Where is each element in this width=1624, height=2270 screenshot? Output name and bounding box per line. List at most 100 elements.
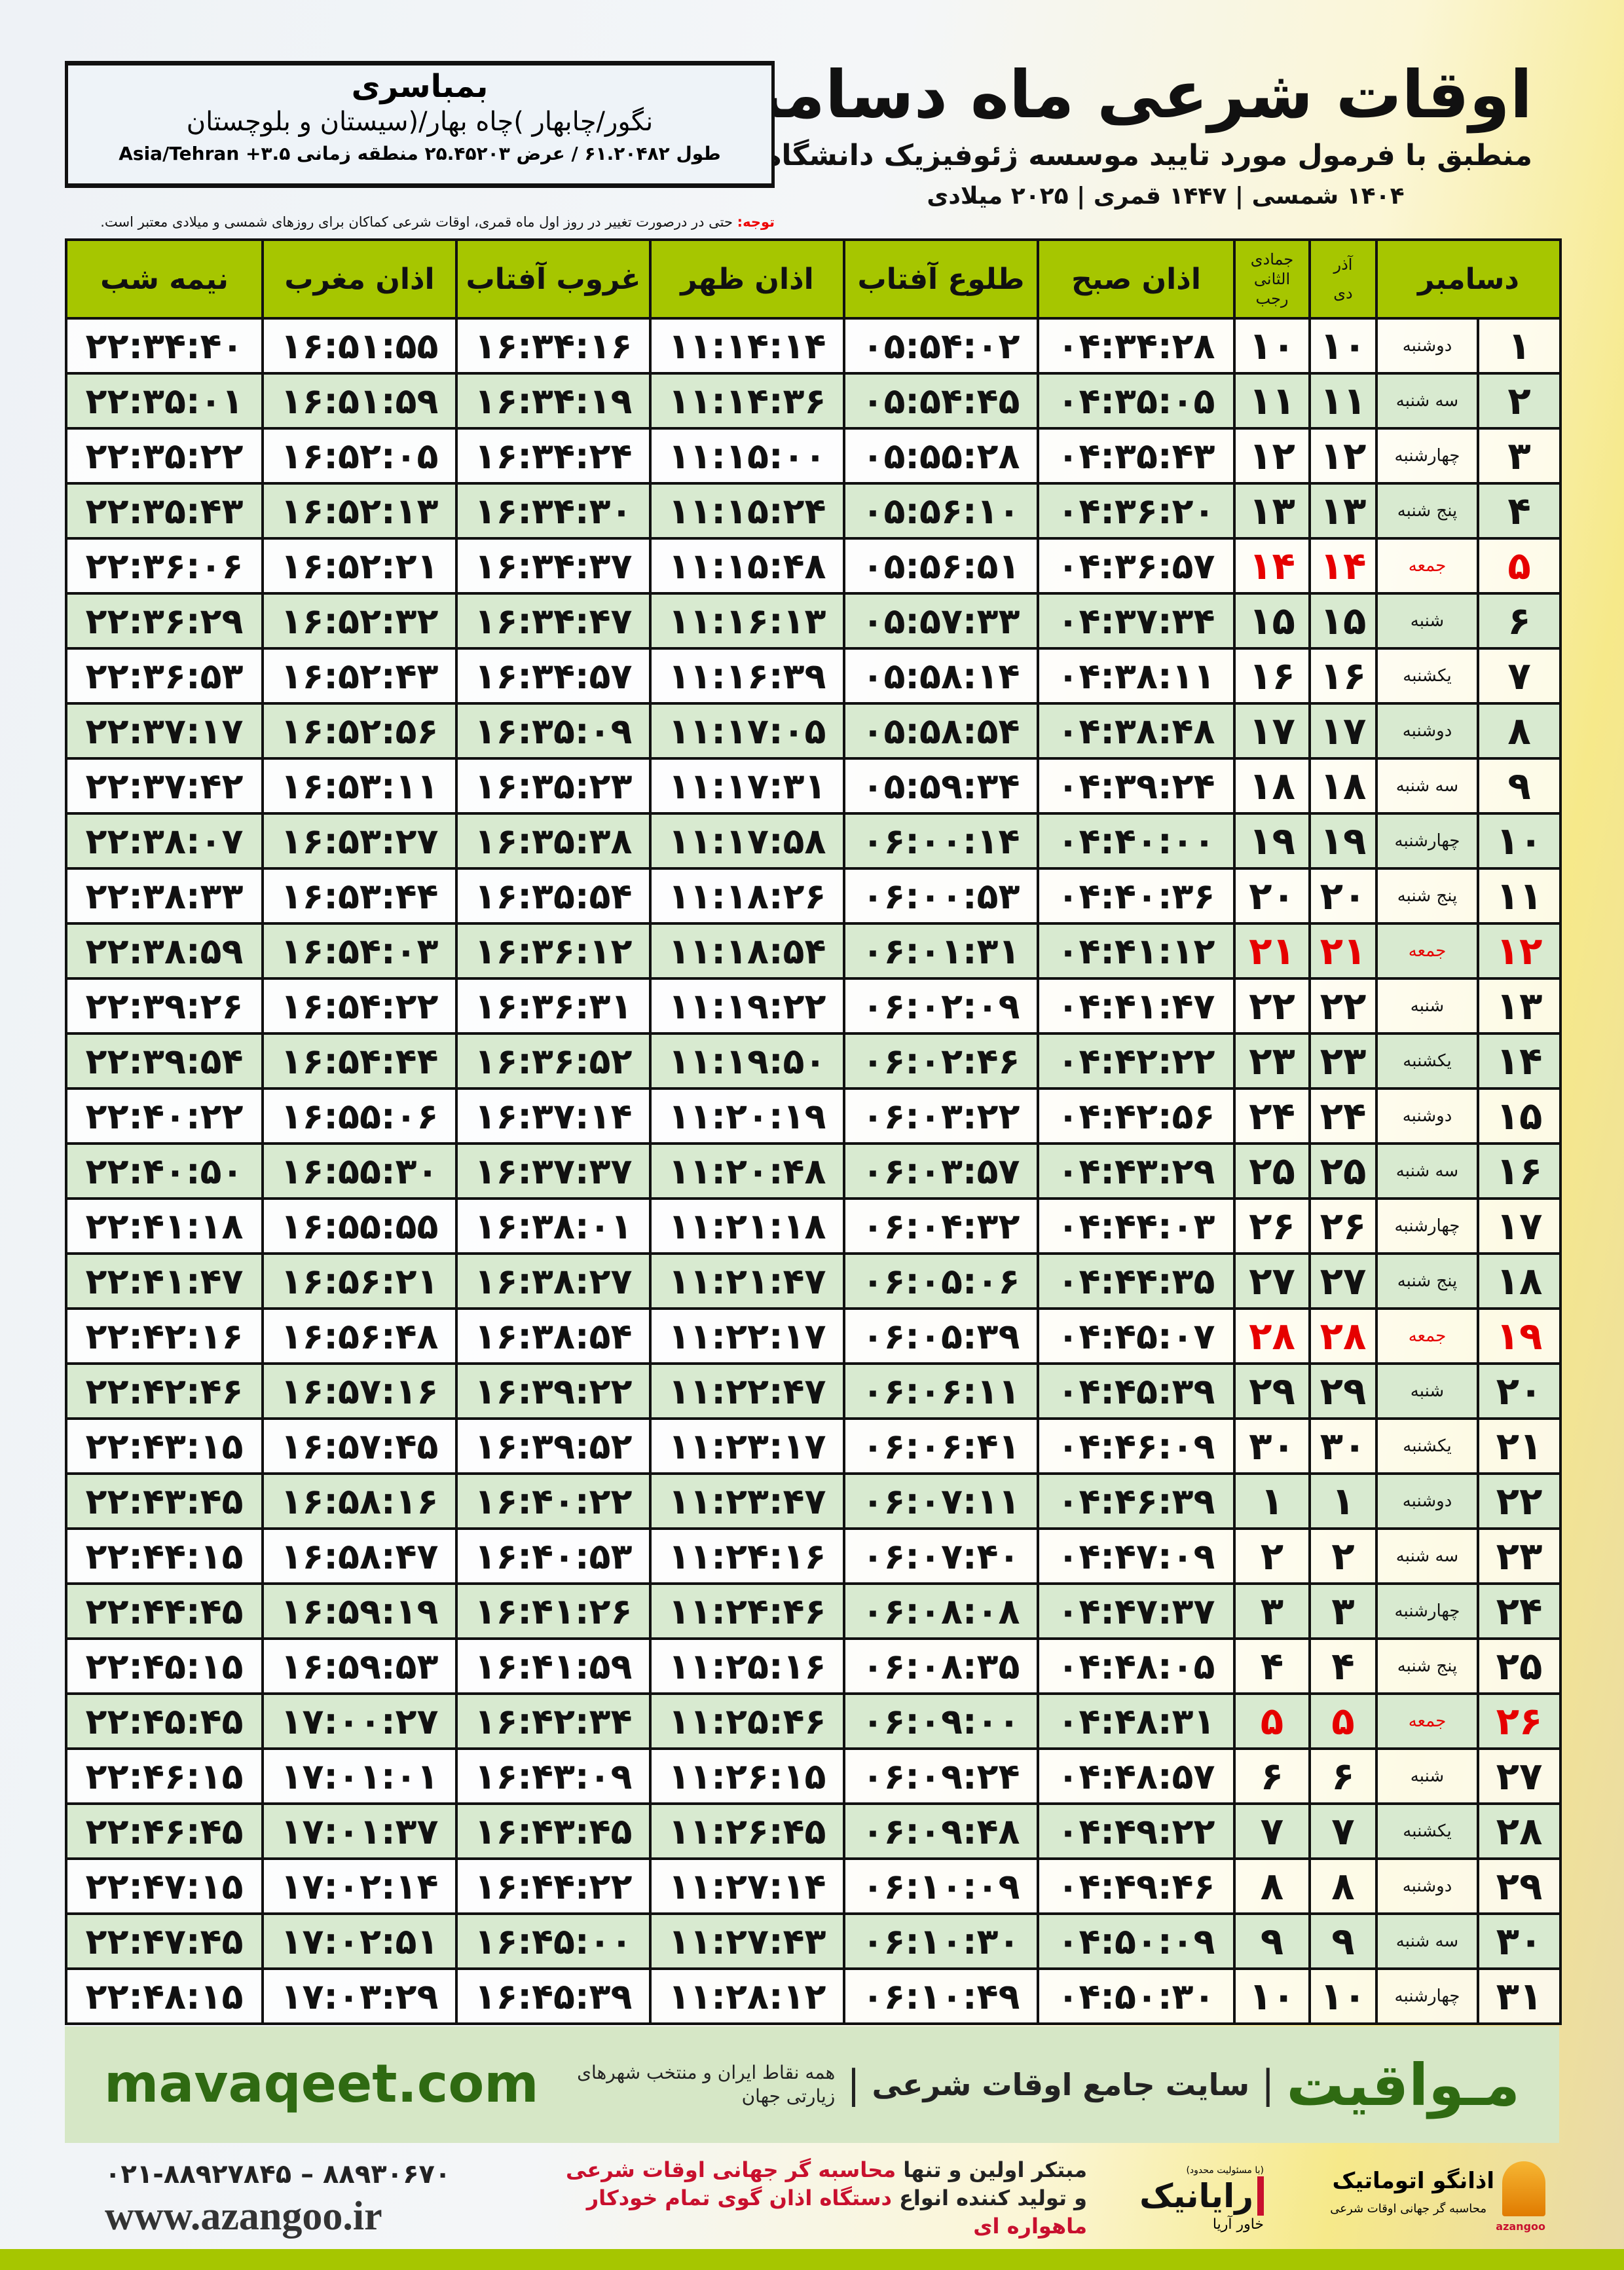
weekday: پنج شنبه [1375,1252,1480,1310]
shamsi-day: ۹ [1308,1912,1378,1970]
rayanik-logo: (با مسئولیت محدود) رایانیک خاور آریا [1113,2165,1264,2235]
shamsi-day: ۲۲ [1308,977,1378,1035]
maghrib-time: ۱۶:۵۱:۵۹ [261,372,458,430]
table-row: ۱۲ جمعه ۲۱ ۲۱ ۰۴:۴۱:۱۲ ۰۶:۰۱:۳۱ ۱۱:۱۸:۵۴ ۱۶:۳۶:… [65,922,1562,980]
header-hijri-top: جمادی الثانی [1250,250,1294,288]
maghrib-time: ۱۶:۵۲:۵۶ [261,702,458,760]
fajr-time: ۰۴:۴۵:۰۷ [1037,1307,1236,1365]
sunset-time: ۱۶:۴۰:۲۲ [455,1472,652,1530]
footer-phone: ۰۲۱-۸۸۹۲۷۸۴۵ – ۸۸۹۳۰۶۷۰ [105,2159,451,2189]
day-number: ۴ [1477,482,1562,540]
sunrise-time: ۰۶:۰۴:۳۲ [843,1197,1039,1255]
sunset-time: ۱۶:۳۸:۵۴ [455,1307,652,1365]
sunrise-time: ۰۵:۵۸:۵۴ [843,702,1039,760]
midnight-time: ۲۲:۳۸:۵۹ [65,922,264,980]
midnight-time: ۲۲:۳۷:۱۷ [65,702,264,760]
weekday: دوشنبه [1375,317,1480,375]
sunset-time: ۱۶:۳۶:۳۱ [455,977,652,1035]
weekday: شنبه [1375,977,1480,1035]
weekday: یکشنبه [1375,1417,1480,1475]
fajr-time: ۰۴:۴۲:۵۶ [1037,1087,1236,1145]
shamsi-day: ۱۰ [1308,317,1378,375]
weekday: سه شنبه [1375,372,1480,430]
fajr-time: ۰۴:۴۴:۳۵ [1037,1252,1236,1310]
sunset-time: ۱۶:۳۹:۵۲ [455,1417,652,1475]
maghrib-time: ۱۶:۵۶:۲۱ [261,1252,458,1310]
hijri-day: ۹ [1233,1912,1311,1970]
midnight-time: ۲۲:۴۳:۱۵ [65,1417,264,1475]
shamsi-day: ۲۸ [1308,1307,1378,1365]
sunrise-time: ۰۶:۱۰:۴۹ [843,1967,1039,2025]
table-row: ۲۹ دوشنبه ۸ ۸ ۰۴:۴۹:۴۶ ۰۶:۱۰:۰۹ ۱۱:۲۷:۱۴ ۱۶:۴۴:… [65,1857,1562,1915]
shamsi-day: ۲۴ [1308,1087,1378,1145]
fajr-time: ۰۴:۴۹:۴۶ [1037,1857,1236,1915]
weekday: چهارشنبه [1375,1197,1480,1255]
dhuhr-time: ۱۱:۲۰:۱۹ [649,1087,845,1145]
fajr-time: ۰۴:۳۶:۲۰ [1037,482,1236,540]
maghrib-time: ۱۷:۰۲:۵۱ [261,1912,458,1970]
fajr-time: ۰۴:۳۹:۲۴ [1037,757,1236,815]
sunset-time: ۱۶:۳۴:۵۷ [455,647,652,705]
shamsi-day: ۲۳ [1308,1032,1378,1090]
sunset-time: ۱۶:۳۴:۳۷ [455,537,652,595]
midnight-time: ۲۲:۴۲:۱۶ [65,1307,264,1365]
shamsi-day: ۱۵ [1308,592,1378,650]
table-row: ۲۶ جمعه ۵ ۵ ۰۴:۴۸:۳۱ ۰۶:۰۹:۰۰ ۱۱:۲۵:۴۶ ۱۶:۴۲:۳۴… [65,1692,1562,1750]
weekday: پنج شنبه [1375,1637,1480,1695]
day-number: ۱۱ [1477,867,1562,925]
hijri-day: ۲۴ [1233,1087,1311,1145]
day-number: ۲۶ [1477,1692,1562,1750]
footer-line1-b: محاسبه گر جهانی اوقات شرعی [566,2157,896,2182]
maghrib-time: ۱۶:۵۴:۲۲ [261,977,458,1035]
dhuhr-time: ۱۱:۱۵:۲۴ [649,482,845,540]
dhuhr-time: ۱۱:۱۸:۲۶ [649,867,845,925]
table-row: ۲۲ دوشنبه ۱ ۱ ۰۴:۴۶:۳۹ ۰۶:۰۷:۱۱ ۱۱:۲۳:۴۷ ۱۶:۴۰:… [65,1472,1562,1530]
dhuhr-time: ۱۱:۲۶:۴۵ [649,1802,845,1860]
shamsi-day: ۲ [1308,1527,1378,1585]
dhuhr-time: ۱۱:۱۵:۴۸ [649,537,845,595]
azangoo-name: اذانگو اتوماتیک [1332,2168,1494,2194]
footer-line2-a: و تولید کننده انواع [899,2186,1087,2211]
header-maghrib: اذان مغرب [261,238,458,320]
sunset-time: ۱۶:۳۷:۳۷ [455,1142,652,1200]
table-row: ۸ دوشنبه ۱۷ ۱۷ ۰۴:۳۸:۴۸ ۰۵:۵۸:۵۴ ۱۱:۱۷:۰۵ ۱۶:۳۵… [65,702,1562,760]
sunset-time: ۱۶:۳۵:۰۹ [455,702,652,760]
sunrise-time: ۰۶:۰۵:۰۶ [843,1252,1039,1310]
shamsi-day: ۱۴ [1308,537,1378,595]
table-row: ۳۱ چهارشنبه ۱۰ ۱۰ ۰۴:۵۰:۳۰ ۰۶:۱۰:۴۹ ۱۱:۲۸:۱۲ ۱۶… [65,1967,1562,2025]
day-number: ۲۲ [1477,1472,1562,1530]
table-row: ۱ دوشنبه ۱۰ ۱۰ ۰۴:۳۴:۲۸ ۰۵:۵۴:۰۲ ۱۱:۱۴:۱۴ ۱۶:۳۴… [65,317,1562,375]
midnight-time: ۲۲:۴۵:۴۵ [65,1692,264,1750]
table-row: ۱۳ شنبه ۲۲ ۲۲ ۰۴:۴۱:۴۷ ۰۶:۰۲:۰۹ ۱۱:۱۹:۲۲ ۱۶:۳۶:… [65,977,1562,1035]
hijri-day: ۲۰ [1233,867,1311,925]
day-number: ۲۷ [1477,1747,1562,1805]
header-midnight: نیمه شب [65,238,264,320]
sunrise-time: ۰۶:۰۷:۴۰ [843,1527,1039,1585]
day-number: ۹ [1477,757,1562,815]
midnight-time: ۲۲:۴۳:۴۵ [65,1472,264,1530]
sunrise-time: ۰۶:۰۶:۱۱ [843,1362,1039,1420]
footer-website-link[interactable]: www.azangoo.ir [105,2194,382,2239]
dhuhr-time: ۱۱:۱۸:۵۴ [649,922,845,980]
table-row: ۲۸ یکشنبه ۷ ۷ ۰۴:۴۹:۲۲ ۰۶:۰۹:۴۸ ۱۱:۲۶:۴۵ ۱۶:۴۳:… [65,1802,1562,1860]
shamsi-day: ۷ [1308,1802,1378,1860]
midnight-time: ۲۲:۳۶:۵۳ [65,647,264,705]
bottom-bar [0,2249,1624,2270]
table-row: ۲۱ یکشنبه ۳۰ ۳۰ ۰۴:۴۶:۰۹ ۰۶:۰۶:۴۱ ۱۱:۲۳:۱۷ ۱۶:۳… [65,1417,1562,1475]
day-number: ۱۶ [1477,1142,1562,1200]
header-shamsi-bottom: دی [1333,284,1353,303]
midnight-time: ۲۲:۴۰:۵۰ [65,1142,264,1200]
site-url-link[interactable]: mavaqeet.com [104,2053,539,2114]
dhuhr-time: ۱۱:۲۴:۱۶ [649,1527,845,1585]
sunrise-time: ۰۶:۰۵:۳۹ [843,1307,1039,1365]
hijri-day: ۱۲ [1233,427,1311,485]
day-number: ۱۸ [1477,1252,1562,1310]
table-row: ۴ پنج شنبه ۱۳ ۱۳ ۰۴:۳۶:۲۰ ۰۵:۵۶:۱۰ ۱۱:۱۵:۲۴ ۱۶:… [65,482,1562,540]
hijri-day: ۲۳ [1233,1032,1311,1090]
sunrise-time: ۰۶:۰۹:۲۴ [843,1747,1039,1805]
table-row: ۲ سه شنبه ۱۱ ۱۱ ۰۴:۳۵:۰۵ ۰۵:۵۴:۴۵ ۱۱:۱۴:۳۶ ۱۶:۳… [65,372,1562,430]
note-label: توجه: [737,214,775,230]
dhuhr-time: ۱۱:۲۳:۴۷ [649,1472,845,1530]
maghrib-time: ۱۷:۰۰:۲۷ [261,1692,458,1750]
dhuhr-time: ۱۱:۱۴:۳۶ [649,372,845,430]
